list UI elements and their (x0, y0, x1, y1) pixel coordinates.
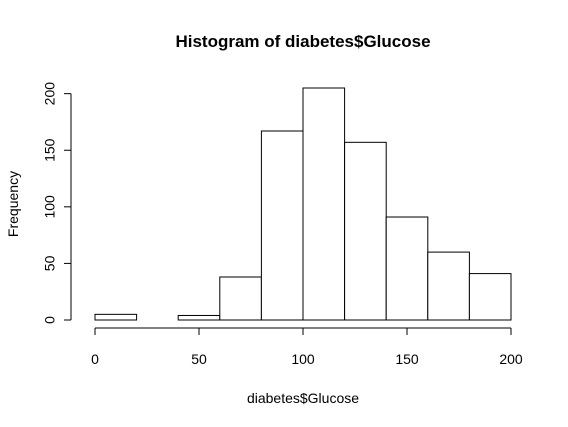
y-axis: 0 50 100 150 200 (42, 82, 72, 324)
x-tick-label-2: 100 (291, 351, 315, 367)
y-tick-label-3: 150 (42, 138, 58, 162)
histogram-bar-5 (302, 87, 346, 321)
histogram-bar-2 (177, 314, 221, 321)
y-tick-label-2: 100 (42, 195, 58, 219)
x-tick-label-4: 200 (499, 351, 523, 367)
x-axis-label: diabetes$Glucose (247, 390, 359, 406)
y-tick-label-0: 0 (42, 316, 58, 324)
histogram-bar-6 (344, 141, 387, 321)
bars-group (94, 87, 512, 321)
y-axis-label: Frequency (5, 171, 21, 237)
histogram-bar-4 (260, 130, 304, 321)
x-axis: 0 50 100 150 200 (91, 327, 523, 367)
x-tick-label-1: 50 (191, 351, 207, 367)
histogram-bar-3 (219, 276, 262, 321)
histogram-bar-0 (94, 313, 138, 321)
y-tick-label-1: 50 (42, 255, 58, 271)
y-tick-label-4: 200 (42, 82, 58, 106)
histogram-bar-8 (427, 251, 470, 321)
x-tick-label-0: 0 (91, 351, 99, 367)
histogram-bar-7 (385, 216, 429, 321)
histogram-bar-9 (468, 273, 512, 321)
chart-title: Histogram of diabetes$Glucose (175, 32, 430, 51)
x-tick-label-3: 150 (395, 351, 419, 367)
